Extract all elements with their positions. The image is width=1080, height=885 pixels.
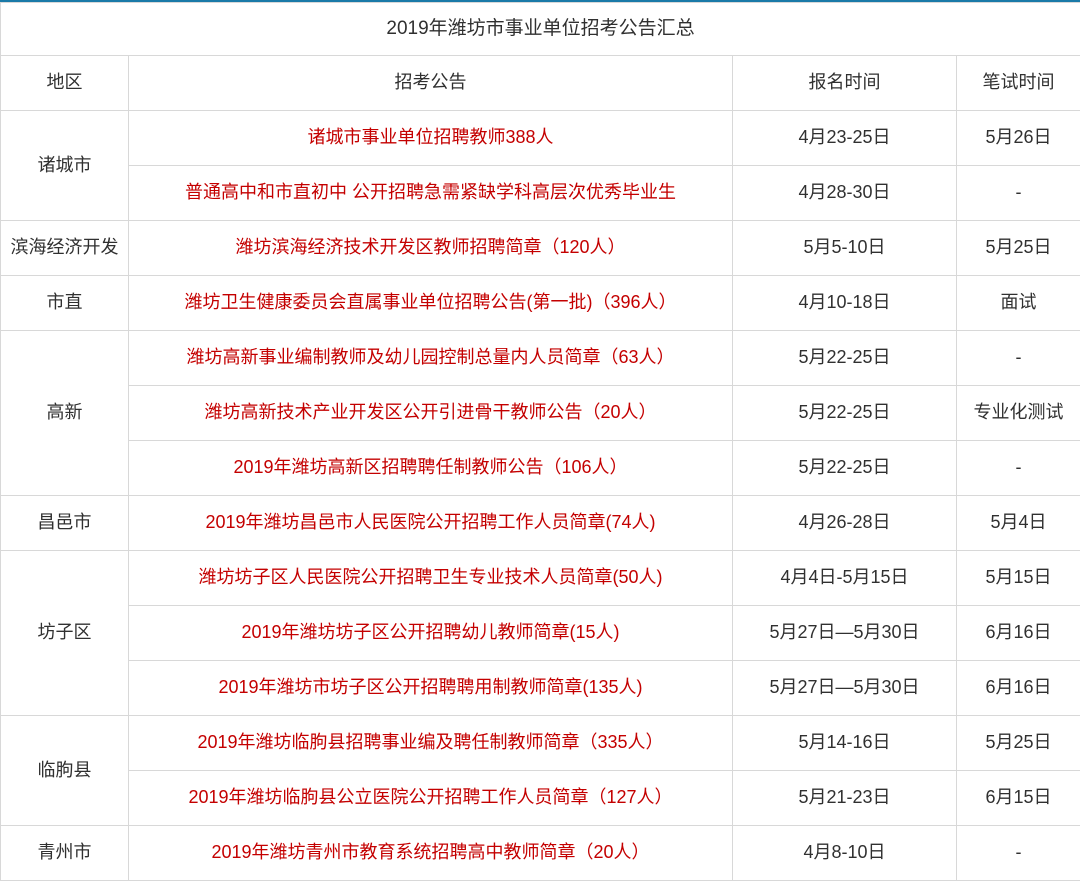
exam-time-cell: 5月26日 — [957, 111, 1080, 166]
table-row: 临朐县2019年潍坊临朐县招聘事业编及聘任制教师简章（335人）5月14-16日… — [1, 716, 1080, 771]
apply-time-cell: 4月8-10日 — [733, 826, 957, 881]
notice-link[interactable]: 潍坊坊子区人民医院公开招聘卫生专业技术人员简章(50人) — [129, 551, 733, 606]
exam-time-cell: - — [957, 441, 1080, 496]
exam-time-cell: 5月25日 — [957, 716, 1080, 771]
notice-link[interactable]: 2019年潍坊青州市教育系统招聘高中教师简章（20人） — [129, 826, 733, 881]
table-row: 市直潍坊卫生健康委员会直属事业单位招聘公告(第一批)（396人）4月10-18日… — [1, 276, 1080, 331]
notice-link[interactable]: 2019年潍坊坊子区公开招聘幼儿教师简章(15人) — [129, 606, 733, 661]
notice-link[interactable]: 2019年潍坊临朐县招聘事业编及聘任制教师简章（335人） — [129, 716, 733, 771]
table-row: 坊子区潍坊坊子区人民医院公开招聘卫生专业技术人员简章(50人)4月4日-5月15… — [1, 551, 1080, 606]
exam-time-cell: 5月4日 — [957, 496, 1080, 551]
apply-time-cell: 5月21-23日 — [733, 771, 957, 826]
notice-link[interactable]: 潍坊高新技术产业开发区公开引进骨干教师公告（20人） — [129, 386, 733, 441]
notice-link[interactable]: 2019年潍坊市坊子区公开招聘聘用制教师简章(135人) — [129, 661, 733, 716]
exam-time-cell: - — [957, 826, 1080, 881]
apply-time-cell: 5月22-25日 — [733, 386, 957, 441]
apply-time-cell: 5月5-10日 — [733, 221, 957, 276]
apply-time-cell: 4月26-28日 — [733, 496, 957, 551]
apply-time-cell: 4月23-25日 — [733, 111, 957, 166]
apply-time-cell: 5月27日—5月30日 — [733, 661, 957, 716]
recruitment-table: 2019年潍坊市事业单位招考公告汇总地区招考公告报名时间笔试时间诸城市诸城市事业… — [0, 2, 1080, 881]
table-row: 高新潍坊高新事业编制教师及幼儿园控制总量内人员简章（63人）5月22-25日- — [1, 331, 1080, 386]
region-cell: 坊子区 — [1, 551, 129, 716]
table-row: 2019年潍坊高新区招聘聘任制教师公告（106人）5月22-25日- — [1, 441, 1080, 496]
apply-time-cell: 5月14-16日 — [733, 716, 957, 771]
exam-time-cell: - — [957, 331, 1080, 386]
table-row: 普通高中和市直初中 公开招聘急需紧缺学科高层次优秀毕业生4月28-30日- — [1, 166, 1080, 221]
apply-time-cell: 5月27日—5月30日 — [733, 606, 957, 661]
notice-link[interactable]: 潍坊高新事业编制教师及幼儿园控制总量内人员简章（63人） — [129, 331, 733, 386]
exam-time-cell: 5月15日 — [957, 551, 1080, 606]
notice-link[interactable]: 2019年潍坊高新区招聘聘任制教师公告（106人） — [129, 441, 733, 496]
region-cell: 临朐县 — [1, 716, 129, 826]
region-cell: 昌邑市 — [1, 496, 129, 551]
table-row: 诸城市诸城市事业单位招聘教师388人4月23-25日5月26日 — [1, 111, 1080, 166]
apply-time-cell: 4月10-18日 — [733, 276, 957, 331]
exam-time-cell: 专业化测试 — [957, 386, 1080, 441]
col-header-notice: 招考公告 — [129, 56, 733, 111]
table-row: 2019年潍坊市坊子区公开招聘聘用制教师简章(135人)5月27日—5月30日6… — [1, 661, 1080, 716]
notice-link[interactable]: 2019年潍坊昌邑市人民医院公开招聘工作人员简章(74人) — [129, 496, 733, 551]
apply-time-cell: 5月22-25日 — [733, 331, 957, 386]
notice-link[interactable]: 潍坊卫生健康委员会直属事业单位招聘公告(第一批)（396人） — [129, 276, 733, 331]
notice-link[interactable]: 诸城市事业单位招聘教师388人 — [129, 111, 733, 166]
exam-time-cell: - — [957, 166, 1080, 221]
table-row: 2019年潍坊坊子区公开招聘幼儿教师简章(15人)5月27日—5月30日6月16… — [1, 606, 1080, 661]
exam-time-cell: 面试 — [957, 276, 1080, 331]
region-cell: 诸城市 — [1, 111, 129, 221]
table-container: 2019年潍坊市事业单位招考公告汇总地区招考公告报名时间笔试时间诸城市诸城市事业… — [0, 0, 1080, 881]
table-row: 滨海经济开发潍坊滨海经济技术开发区教师招聘简章（120人）5月5-10日5月25… — [1, 221, 1080, 276]
notice-link[interactable]: 普通高中和市直初中 公开招聘急需紧缺学科高层次优秀毕业生 — [129, 166, 733, 221]
table-row: 潍坊高新技术产业开发区公开引进骨干教师公告（20人）5月22-25日专业化测试 — [1, 386, 1080, 441]
exam-time-cell: 6月16日 — [957, 606, 1080, 661]
col-header-region: 地区 — [1, 56, 129, 111]
table-row: 2019年潍坊临朐县公立医院公开招聘工作人员简章（127人）5月21-23日6月… — [1, 771, 1080, 826]
table-row: 青州市2019年潍坊青州市教育系统招聘高中教师简章（20人）4月8-10日- — [1, 826, 1080, 881]
region-cell: 青州市 — [1, 826, 129, 881]
apply-time-cell: 4月4日-5月15日 — [733, 551, 957, 606]
exam-time-cell: 6月16日 — [957, 661, 1080, 716]
apply-time-cell: 4月28-30日 — [733, 166, 957, 221]
region-cell: 高新 — [1, 331, 129, 496]
table-title: 2019年潍坊市事业单位招考公告汇总 — [1, 3, 1080, 56]
notice-link[interactable]: 潍坊滨海经济技术开发区教师招聘简章（120人） — [129, 221, 733, 276]
col-header-apply: 报名时间 — [733, 56, 957, 111]
apply-time-cell: 5月22-25日 — [733, 441, 957, 496]
exam-time-cell: 6月15日 — [957, 771, 1080, 826]
notice-link[interactable]: 2019年潍坊临朐县公立医院公开招聘工作人员简章（127人） — [129, 771, 733, 826]
region-cell: 滨海经济开发 — [1, 221, 129, 276]
table-row: 昌邑市2019年潍坊昌邑市人民医院公开招聘工作人员简章(74人)4月26-28日… — [1, 496, 1080, 551]
exam-time-cell: 5月25日 — [957, 221, 1080, 276]
region-cell: 市直 — [1, 276, 129, 331]
col-header-exam: 笔试时间 — [957, 56, 1080, 111]
